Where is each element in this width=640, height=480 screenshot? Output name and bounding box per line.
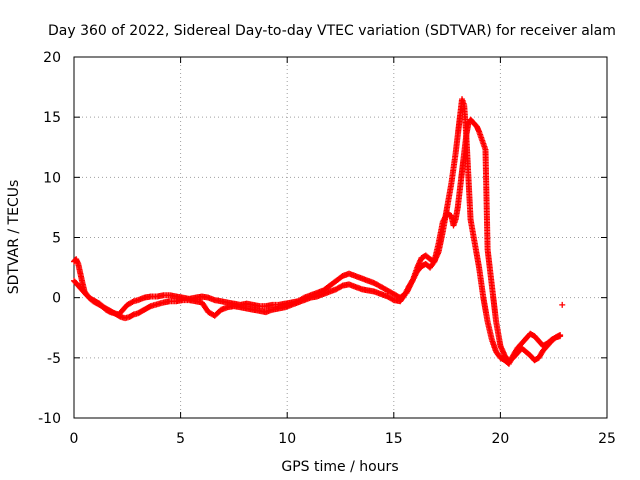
data-point-fill (324, 284, 331, 291)
data-point-fill (429, 260, 436, 267)
grid (74, 57, 607, 418)
y-tick-label: 5 (52, 231, 61, 247)
data-point-fill (154, 301, 161, 308)
data-point-fill (337, 284, 344, 291)
data-point-fill (538, 350, 545, 357)
data-point-fill (408, 279, 415, 286)
x-tick-label: 5 (176, 431, 185, 447)
data-point-fill (388, 289, 395, 296)
data-point-fill (475, 127, 482, 134)
data-point-fill (435, 242, 442, 249)
data-point-fill (399, 294, 406, 301)
data-point-fill (465, 121, 472, 128)
y-tick-label: -5 (47, 351, 61, 367)
y-tick-label: -10 (38, 411, 61, 427)
data-point-fill (375, 282, 382, 289)
data-series (71, 96, 566, 367)
data-point-fill (82, 290, 89, 297)
x-tick-label: 15 (385, 431, 403, 447)
data-point-fill (388, 295, 395, 302)
data-point-fill (98, 302, 105, 309)
y-tick-label: 0 (52, 291, 61, 307)
x-tick-label: 10 (278, 431, 296, 447)
axis-ticks: 0 5 10 15 20 25 -10 -5 0 5 10 15 20 (38, 50, 616, 447)
data-point-fill (479, 139, 486, 146)
data-point-fill (546, 339, 553, 346)
data-point-fill (331, 279, 338, 286)
data-point-fill (381, 286, 388, 293)
x-tick-label: 25 (598, 431, 616, 447)
data-point-fill (439, 220, 446, 227)
data-point-fill (520, 347, 527, 354)
data-point-fill (497, 341, 504, 348)
data-point-fill (215, 308, 222, 315)
data-point-fill (203, 306, 210, 313)
x-tick-label: 0 (70, 431, 79, 447)
data-point-fill (550, 336, 557, 343)
data-point (559, 301, 566, 308)
data-point-fill (337, 274, 344, 281)
data-point-fill (430, 259, 437, 266)
x-axis-label: GPS time / hours (281, 459, 398, 475)
data-point-fill (150, 302, 157, 309)
data-point-fill (129, 298, 136, 305)
plot-area-border (73, 56, 608, 419)
data-point-fill (128, 299, 135, 306)
data-point-fill (525, 350, 532, 357)
data-point-fill (556, 332, 563, 339)
data-point-fill (79, 278, 86, 285)
data-point-fill (85, 294, 92, 301)
data-point-fill (452, 217, 459, 224)
data-point-fill (488, 335, 495, 342)
data-point-fill (495, 352, 502, 359)
data-point-fill (133, 297, 140, 304)
data-point-fill (508, 356, 515, 363)
y-axis-label: SDTVAR / TECUs (6, 180, 22, 295)
y-tick-label: 20 (43, 50, 61, 66)
x-tick-label: 20 (491, 431, 509, 447)
data-point-fill (424, 254, 431, 261)
y-tick-label: 15 (43, 110, 61, 126)
y-tick-label: 10 (43, 170, 61, 186)
chart-title: Day 360 of 2022, Sidereal Day-to-day VTE… (48, 23, 616, 39)
data-point-fill (477, 133, 484, 140)
